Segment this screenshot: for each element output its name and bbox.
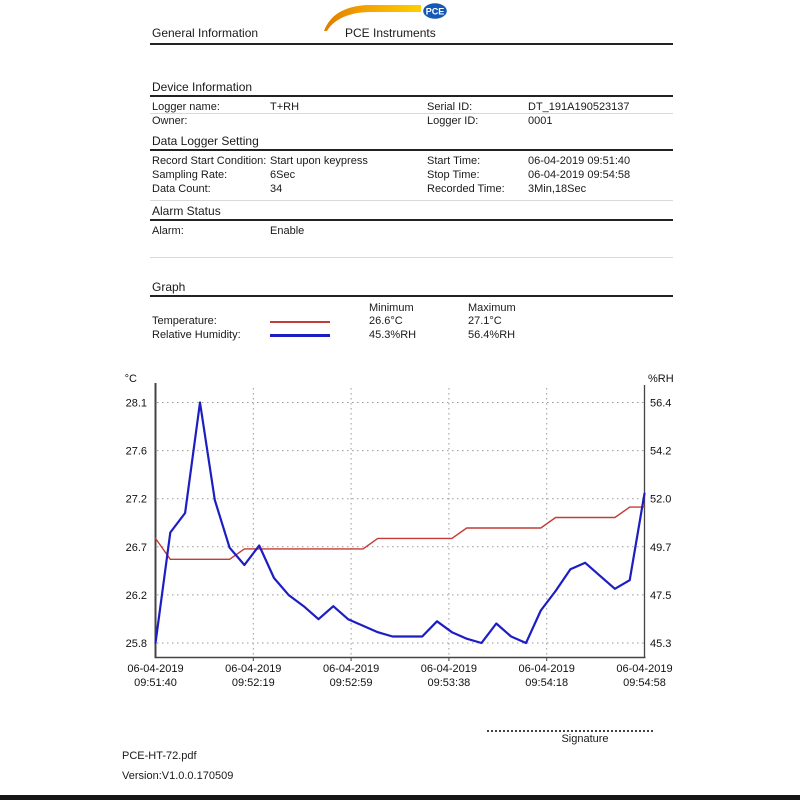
field-label: Logger ID:: [427, 115, 479, 127]
legend-label: Temperature:: [152, 315, 217, 327]
x-axis-tick-label: 06-04-2019 09:52:59: [323, 663, 379, 689]
table-divider: [150, 113, 673, 114]
field-value: 34: [270, 183, 283, 195]
signature-line: [487, 730, 653, 732]
field-value: DT_191A190523137: [528, 101, 630, 113]
field-value: 0001: [528, 115, 553, 127]
graph-rule: [150, 295, 673, 297]
data-logger-setting-rule: [150, 149, 673, 151]
device-information-rule: [150, 95, 673, 97]
field-label: Record Start Condition:: [152, 155, 267, 167]
left-axis-tick-label: 25.8: [126, 638, 147, 650]
section-heading-alarm-status: Alarm Status: [152, 204, 221, 218]
field-label: Owner:: [152, 115, 188, 127]
left-axis-tick-label: 26.7: [126, 542, 147, 554]
section-heading-device-information: Device Information: [152, 80, 253, 94]
legend-label: Relative Humidity:: [152, 329, 241, 341]
logo-swoosh-shape: [324, 5, 421, 31]
field-label: Sampling Rate:: [152, 169, 228, 181]
field-value: Enable: [270, 225, 305, 237]
field-label: Serial ID:: [427, 101, 473, 113]
x-axis-tick-label: 06-04-2019 09:54:58: [616, 663, 672, 689]
temperature-line-swatch: [270, 321, 330, 323]
section-heading-data-logger-setting: Data Logger Setting: [152, 134, 259, 148]
humidity-line-swatch: [270, 334, 330, 337]
legend-maximum-header: Maximum: [468, 302, 516, 314]
page-bottom-edge: [0, 795, 800, 800]
table-divider: [150, 257, 673, 258]
field-value: 3Min,18Sec: [528, 183, 587, 195]
pce-logo-icon: PCE: [324, 2, 449, 31]
field-label: Stop Time:: [427, 169, 480, 181]
left-axis-tick-label: 26.2: [126, 590, 147, 602]
x-axis-tick-label: 06-04-2019 09:52:19: [225, 663, 281, 689]
temperature-series-line: [154, 506, 646, 560]
right-axis-tick-label: 56.4: [650, 398, 671, 410]
legend-minimum-header: Minimum: [369, 302, 414, 314]
brand-name: PCE Instruments: [345, 26, 436, 40]
field-label: Logger name:: [152, 101, 220, 113]
field-value: 06-04-2019 09:54:58: [528, 169, 631, 181]
section-heading-graph: Graph: [152, 280, 186, 294]
relative-humidity-series-line: [154, 401, 646, 645]
alarm-status-rule: [150, 219, 673, 221]
right-axis-unit-label: %RH: [648, 373, 674, 385]
right-axis-tick-label: 49.7: [650, 542, 671, 554]
footer-filename: PCE-HT-72.pdf: [122, 750, 197, 762]
temperature-humidity-chart: 28.1 56.4 27.6 54.2 27.2 52.0 26.7 49.7 26.2 47.5…: [125, 373, 674, 689]
x-axis-tick-label: 06-04-2019 09:53:38: [421, 663, 477, 689]
legend-max-value: 56.4%RH: [468, 329, 516, 341]
x-axis-tick-label: 06-04-2019 09:51:40: [127, 663, 183, 689]
right-axis-tick-label: 47.5: [650, 590, 671, 602]
field-value: T+RH: [270, 101, 300, 113]
right-axis-tick-label: 45.3: [650, 638, 671, 650]
signature-label: Signature: [561, 733, 609, 745]
legend-max-value: 27.1°C: [468, 315, 502, 327]
table-divider: [150, 200, 673, 201]
field-label: Recorded Time:: [427, 183, 505, 195]
legend-min-value: 45.3%RH: [369, 329, 417, 341]
field-value: 06-04-2019 09:51:40: [528, 155, 631, 167]
field-value: 6Sec: [270, 169, 296, 181]
field-label: Start Time:: [427, 155, 481, 167]
left-axis-tick-label: 27.6: [126, 446, 147, 458]
left-axis-tick-label: 28.1: [126, 398, 147, 410]
legend-min-value: 26.6°C: [369, 315, 403, 327]
header-left-title: General Information: [152, 26, 259, 40]
field-label: Data Count:: [152, 183, 211, 195]
left-axis-unit-label: °C: [125, 373, 137, 385]
footer-version: Version:V1.0.0.170509: [122, 770, 234, 782]
x-axis-tick-label: 06-04-2019 09:54:18: [519, 663, 575, 689]
right-axis-tick-label: 52.0: [650, 494, 671, 506]
field-value: Start upon keypress: [270, 155, 368, 167]
logo-badge-oval: [421, 2, 449, 21]
header-rule: [150, 43, 673, 45]
logo-badge-text: PCE: [426, 7, 445, 17]
right-axis-tick-label: 54.2: [650, 446, 671, 458]
field-label: Alarm:: [152, 225, 184, 237]
left-axis-tick-label: 27.2: [126, 494, 147, 506]
